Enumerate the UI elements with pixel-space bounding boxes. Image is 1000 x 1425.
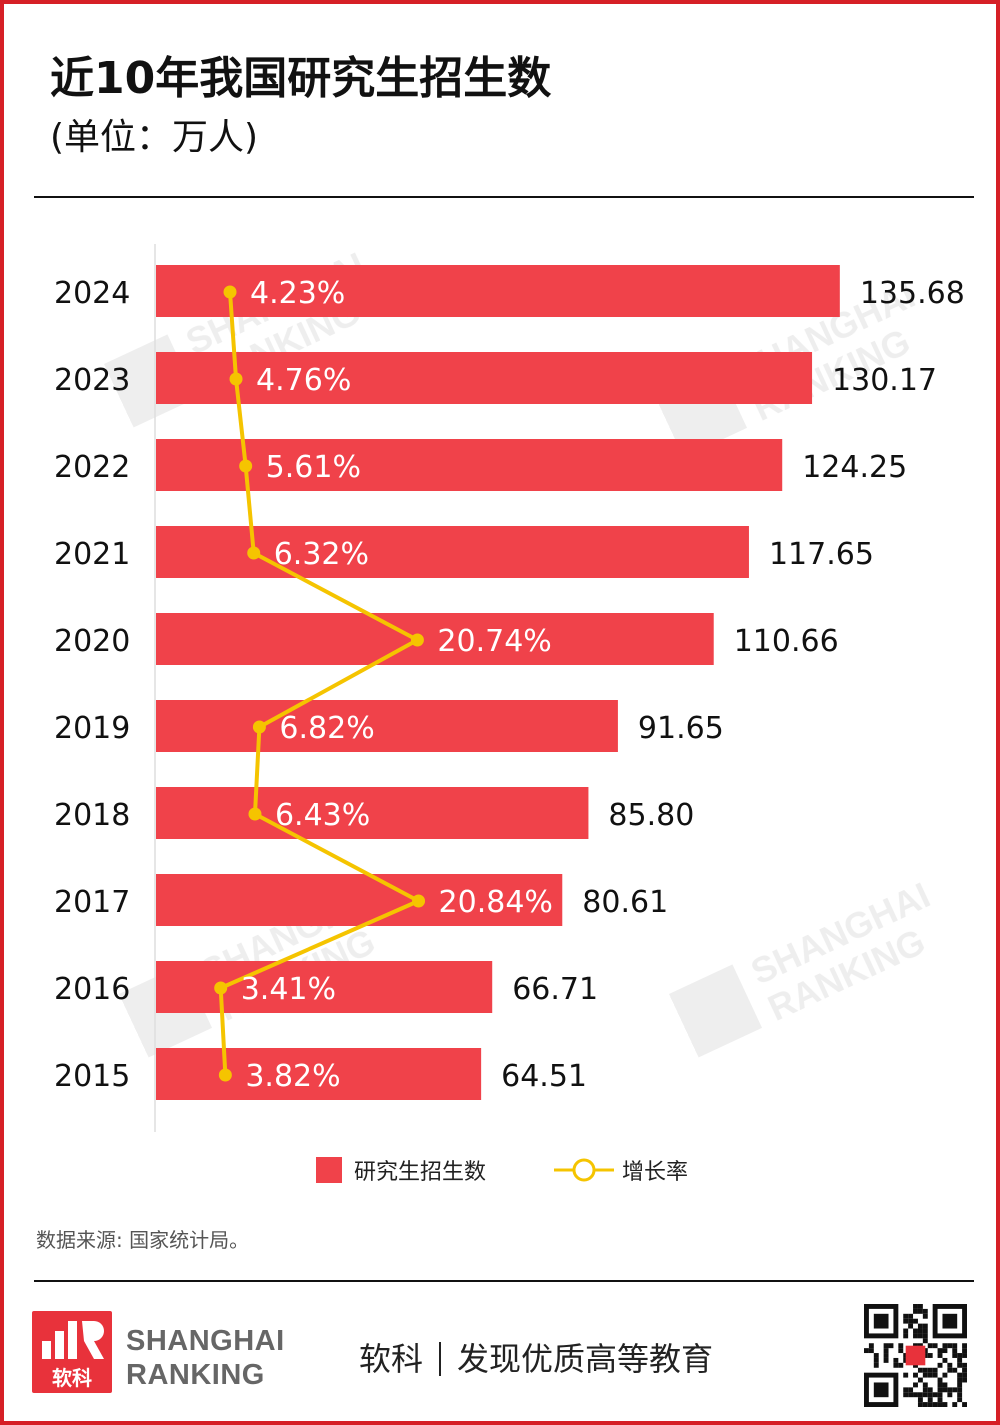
- year-tick-label: 2021: [54, 537, 130, 572]
- slogan-separator: [439, 1342, 442, 1376]
- growth-rate-label: 4.76%: [256, 363, 351, 398]
- growth-point: [214, 981, 228, 995]
- growth-rate-label: 5.61%: [266, 450, 361, 485]
- bar: [156, 874, 563, 926]
- brand-logo: 软科: [32, 1311, 112, 1393]
- legend-bar-label: 研究生招生数: [354, 1160, 487, 1185]
- bar: [156, 1048, 482, 1100]
- bar-value-label: 135.68: [860, 276, 965, 311]
- unit-subtitle: (单位：万人): [50, 117, 259, 158]
- year-tick-label: 2023: [54, 363, 130, 398]
- bar-value-label: 85.80: [608, 798, 694, 833]
- growth-point: [218, 1068, 232, 1082]
- growth-rate-label: 20.74%: [437, 624, 551, 659]
- bar-value-label: 117.65: [769, 537, 874, 572]
- top-divider: [34, 196, 974, 198]
- bar-value-label: 64.51: [501, 1059, 587, 1094]
- year-tick-label: 2024: [54, 276, 130, 311]
- bar-line-chart: SHANGHAI RANKING SHANGHAI RANKING SHANGH…: [54, 244, 965, 1132]
- legend-bar-swatch: [316, 1157, 342, 1183]
- watermark-logo: [669, 964, 763, 1058]
- growth-point: [412, 894, 426, 908]
- year-tick-label: 2015: [54, 1059, 130, 1094]
- bar: [156, 787, 589, 839]
- year-tick-label: 2022: [54, 450, 130, 485]
- growth-rate-label: 20.84%: [439, 885, 553, 920]
- bar: [156, 265, 840, 317]
- bar: [156, 700, 618, 752]
- bottom-divider: [34, 1280, 974, 1282]
- growth-rate-label: 6.32%: [274, 537, 369, 572]
- bar-value-label: 130.17: [832, 363, 937, 398]
- bar: [156, 352, 813, 404]
- legend-line: 增长率: [554, 1154, 688, 1186]
- bar-value-label: 124.25: [802, 450, 907, 485]
- year-tick-label: 2017: [54, 885, 130, 920]
- growth-point: [252, 720, 266, 734]
- growth-point: [247, 546, 261, 560]
- growth-rate-label: 4.23%: [250, 276, 345, 311]
- growth-rate-line: [218, 291, 421, 1076]
- bar: [156, 526, 749, 578]
- year-tick-label: 2019: [54, 711, 130, 746]
- year-tick-label: 2016: [54, 972, 130, 1007]
- slogan-text: 发现优质高等教育: [457, 1340, 714, 1378]
- bar-value-label: 80.61: [582, 885, 668, 920]
- page-title: 近10年我国研究生招生数: [50, 53, 552, 104]
- growth-point: [229, 372, 243, 386]
- slogan-brand: 软科: [359, 1340, 424, 1378]
- bar: [156, 439, 783, 491]
- brand-name-line1: SHANGHAI: [126, 1325, 285, 1357]
- year-tick-label: 2018: [54, 798, 130, 833]
- slogan: 软科 发现优质高等教育: [359, 1334, 713, 1380]
- bar: [156, 961, 493, 1013]
- bar-value-label: 91.65: [638, 711, 724, 746]
- legend-line-label: 增长率: [622, 1160, 689, 1185]
- growth-point: [223, 285, 237, 299]
- logo-text: 软科: [52, 1366, 92, 1390]
- bar-value-label: 66.71: [512, 972, 598, 1007]
- growth-point: [239, 459, 253, 473]
- logo-icon: 软科: [42, 1321, 104, 1390]
- legend-line-marker: [554, 1158, 614, 1182]
- bar: [156, 613, 714, 665]
- growth-rate-label: 3.41%: [241, 972, 336, 1007]
- growth-rate-label: 3.82%: [245, 1059, 340, 1094]
- legend-bar: 研究生招生数: [316, 1154, 486, 1186]
- data-source: 数据来源: 国家统计局。: [36, 1228, 250, 1252]
- bar-value-label: 110.66: [734, 624, 839, 659]
- growth-point: [410, 633, 424, 647]
- growth-rate-label: 6.43%: [275, 798, 370, 833]
- growth-point: [248, 807, 262, 821]
- brand-name-line2: RANKING: [126, 1359, 265, 1391]
- growth-rate-label: 6.82%: [279, 711, 374, 746]
- brand-name: SHANGHAI RANKING: [126, 1324, 285, 1392]
- qr-code: [864, 1304, 967, 1407]
- year-tick-label: 2020: [54, 624, 130, 659]
